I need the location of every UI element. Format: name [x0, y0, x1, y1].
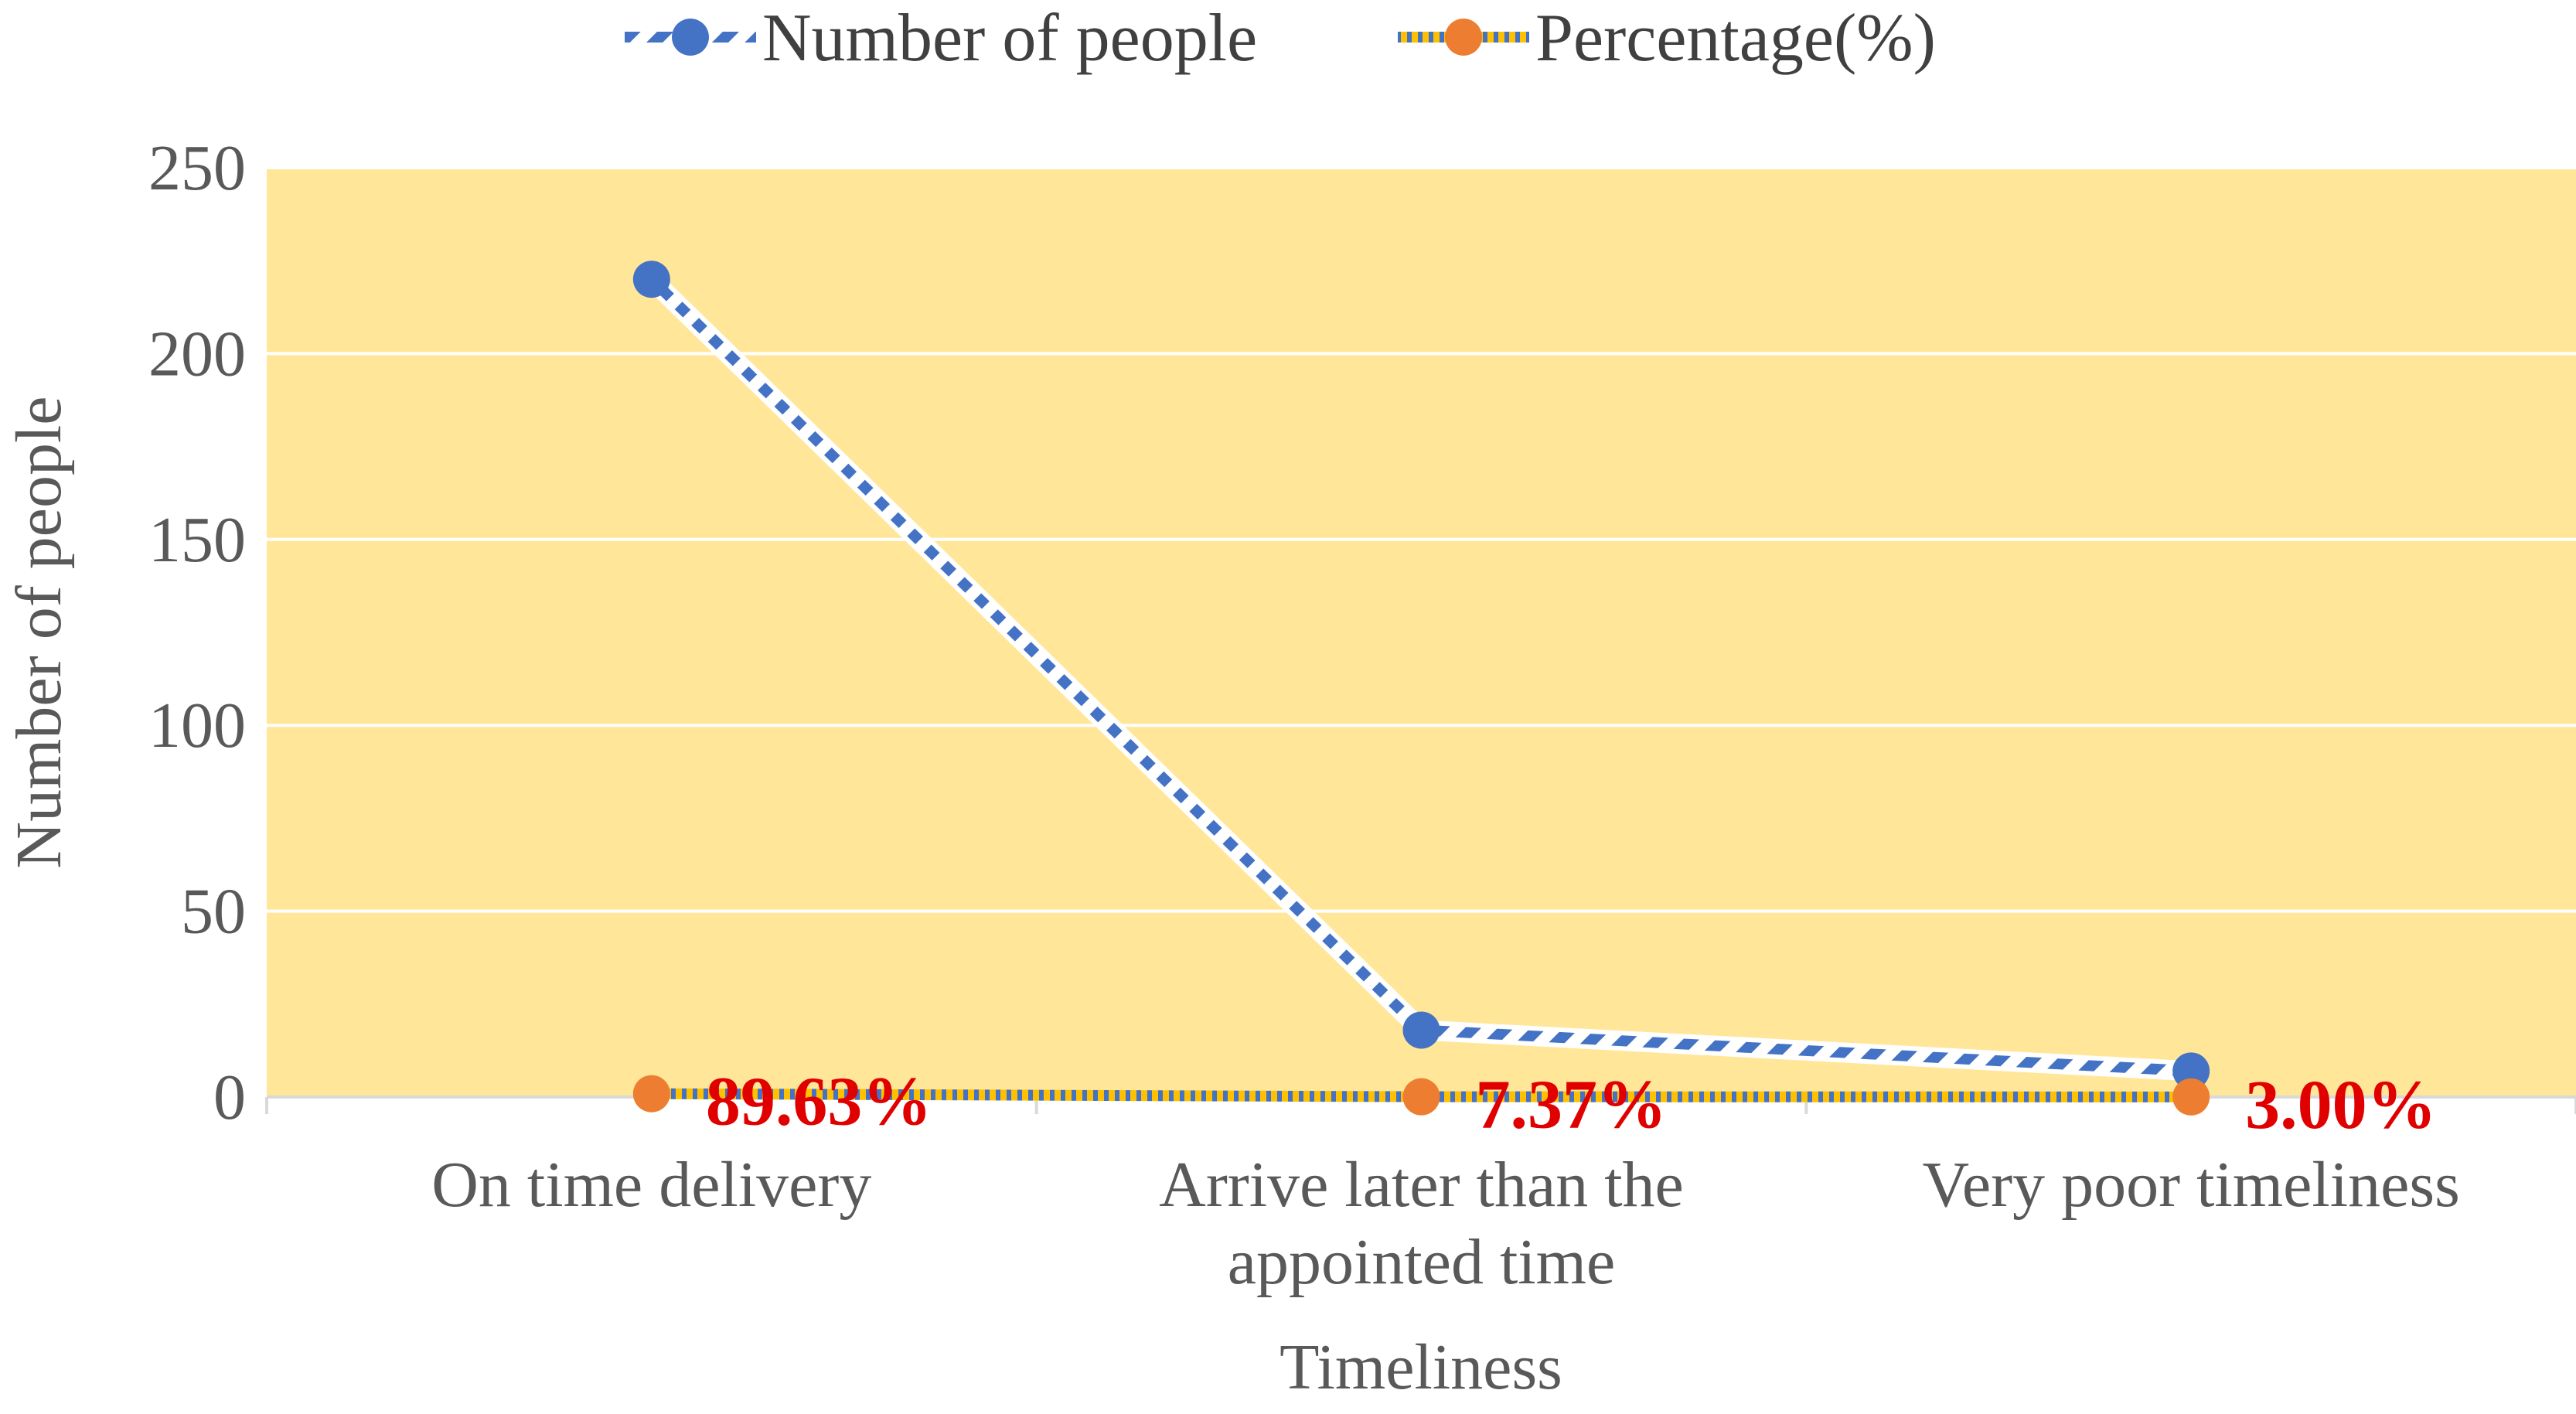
data-label-percentage: 3.00% — [2245, 1067, 2437, 1143]
legend: Number of people Percentage(%) — [625, 1, 1936, 76]
x-category-label: Very poor timeliness — [1923, 1149, 2460, 1221]
x-category-label: On time delivery — [431, 1149, 871, 1221]
point-percentage — [2172, 1078, 2210, 1116]
legend-marker — [1445, 19, 1482, 56]
y-tick-label: 200 — [148, 318, 246, 390]
y-axis-ticks: 0 50 100 150 200 250 — [148, 132, 246, 1133]
data-label-percentage: 89.63% — [706, 1064, 932, 1140]
x-axis-title: Timeliness — [1279, 1331, 1562, 1403]
x-axis: On time delivery Arrive later than the app… — [265, 1095, 2576, 1298]
x-category-label-line: appointed time — [1228, 1226, 1616, 1298]
point-number-of-people — [1402, 1011, 1440, 1049]
legend-marker — [672, 19, 709, 56]
y-tick-label: 250 — [148, 132, 246, 204]
y-tick-label: 150 — [148, 504, 246, 576]
x-category-label-line: Very poor timeliness — [1923, 1149, 2460, 1221]
data-label-percentage: 7.37% — [1476, 1067, 1668, 1143]
x-category-label-line: Arrive later than the — [1159, 1149, 1684, 1221]
data-labels: 89.63% 7.37% 3.00% — [706, 1064, 2437, 1143]
y-tick-label: 50 — [181, 876, 246, 948]
plot-area — [267, 168, 2576, 1097]
y-tick-label: 100 — [148, 690, 246, 762]
point-number-of-people — [2172, 1052, 2210, 1090]
point-percentage — [632, 1075, 670, 1112]
y-axis-title: Number of people — [3, 396, 75, 868]
point-number-of-people — [632, 261, 670, 298]
y-tick-label: 0 — [213, 1061, 246, 1133]
legend-label: Number of people — [762, 1, 1257, 76]
x-category-label-line: On time delivery — [431, 1149, 871, 1221]
legend-label: Percentage(%) — [1535, 1, 1936, 76]
point-percentage — [1402, 1078, 1440, 1116]
gridlines — [267, 166, 2576, 913]
x-category-label: Arrive later than the appointed time — [1159, 1149, 1684, 1298]
series-layer — [632, 261, 2210, 1116]
